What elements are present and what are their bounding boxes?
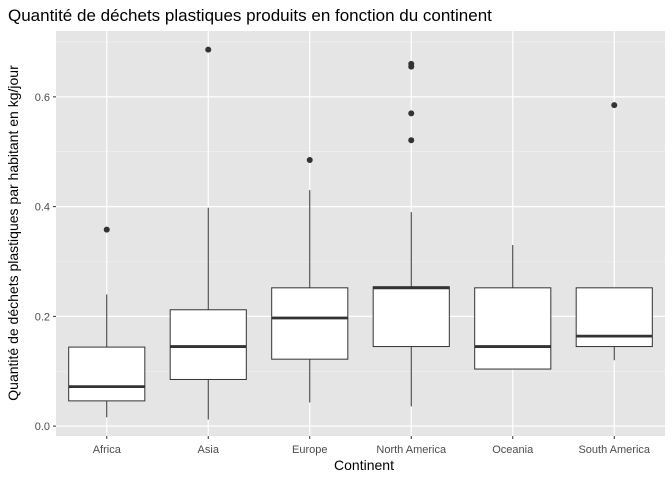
box-south-america [575,102,653,361]
y-tick-label: 0.6 [35,92,50,104]
box-europe [271,156,349,403]
interquartile-box [68,346,146,402]
outlier-point [611,102,618,109]
outlier-point [306,156,313,163]
y-tick-label: 0.2 [35,311,50,323]
x-tick-label: Asia [198,444,220,456]
plot-panel [56,31,665,436]
box-asia [169,46,247,420]
box-oceania [474,245,552,370]
interquartile-box [372,286,450,348]
x-tick-label: Oceania [492,444,534,456]
chart-title: Quantité de déchets plastiques produits … [8,6,492,25]
interquartile-box [575,287,653,348]
outlier-point [103,226,110,233]
minor-gridlines [56,41,665,372]
interquartile-box [169,309,247,380]
interquartile-box [271,287,349,360]
x-axis-title: Continent [334,457,394,473]
y-tick-label: 0.0 [35,421,50,433]
box-series [68,46,653,420]
x-tick-label: South America [578,444,650,456]
box-north-america [372,60,450,407]
outlier-point [408,110,415,117]
outlier-point [205,46,212,53]
box-africa [68,226,146,418]
x-tick-label: Europe [292,444,327,456]
interquartile-box [474,287,552,370]
y-axis-title: Quantité de déchets plastiques par habit… [5,65,21,401]
x-tick-label: Africa [93,444,122,456]
x-axis: Africa Asia Europe North America Oceania Sout… [93,436,651,456]
y-tick-label: 0.4 [35,202,50,214]
outlier-point [408,137,415,144]
x-tick-label: North America [376,444,447,456]
outlier-point [408,60,415,67]
y-axis: 0.0 0.2 0.4 0.6 [35,92,56,433]
